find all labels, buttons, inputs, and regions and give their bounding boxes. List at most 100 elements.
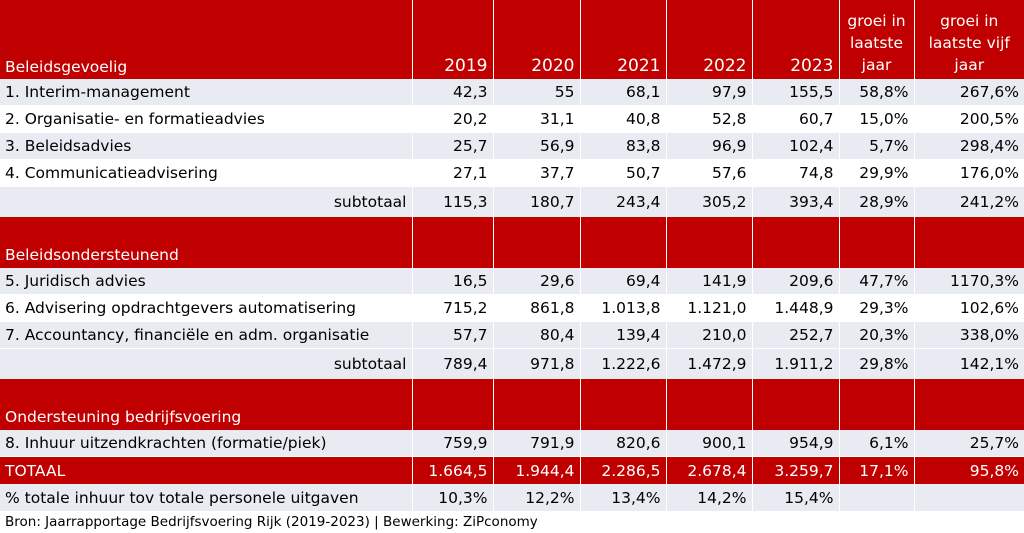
table-row: 1. Interim-management 42,3 55 68,1 97,9 … [0,79,1024,106]
section-title: Beleidsondersteunend [0,217,413,268]
cell: 95,8% [914,456,1024,484]
cell: 338,0% [914,321,1024,349]
cell: 15,0% [839,105,915,133]
cell: 74,8 [752,159,840,187]
subtotal-row: subtotaal 115,3 180,7 243,4 305,2 393,4 … [0,186,1024,217]
header-year: 2022 [666,0,753,79]
cell: 759,9 [412,430,494,457]
cell: 52,8 [666,105,753,133]
cell: 16,5 [412,268,494,295]
cell: 2.678,4 [666,456,753,484]
source-row: Bron: Jaarrapportage Bedrijfsvoering Rij… [0,511,1024,533]
cell: 25,7% [914,430,1024,457]
cell: 83,8 [580,132,667,160]
cell: 6,1% [839,430,915,457]
row-label: 6. Advisering opdrachtgevers automatiser… [0,294,413,322]
header-year: 2019 [412,0,494,79]
cell: 56,9 [493,132,581,160]
cell: 96,9 [666,132,753,160]
cell: 29,8% [839,348,915,379]
section-header-row: Ondersteuning bedrijfsvoering [0,379,1024,430]
header-label: Beleidsgevoelig [0,0,413,79]
cell: 241,2% [914,186,1024,217]
cell: 209,6 [752,268,840,295]
cell: 298,4% [914,132,1024,160]
row-label: 4. Communicatieadvisering [0,159,413,187]
cell: 791,9 [493,430,581,457]
cell: 27,1 [412,159,494,187]
cell: 14,2% [666,484,753,511]
cell: 305,2 [666,186,753,217]
cell: 69,4 [580,268,667,295]
cell: 1.911,2 [752,348,840,379]
cell: 861,8 [493,294,581,322]
cell: 1.472,9 [666,348,753,379]
cell: 50,7 [580,159,667,187]
cell: 97,9 [666,79,753,106]
cell: 15,4% [752,484,840,511]
cell: 28,9% [839,186,915,217]
row-label: 8. Inhuur uitzendkrachten (formatie/piek… [0,430,413,457]
table-row: 4. Communicatieadvisering 27,1 37,7 50,7… [0,159,1024,187]
row-label: 2. Organisatie- en formatieadvies [0,105,413,133]
cell: 29,3% [839,294,915,322]
table-row: 2. Organisatie- en formatieadvies 20,2 3… [0,105,1024,133]
cell: 58,8% [839,79,915,106]
cell: 900,1 [666,430,753,457]
cell: 37,7 [493,159,581,187]
row-label: 3. Beleidsadvies [0,132,413,160]
cell: 1.013,8 [580,294,667,322]
cell: 1.121,0 [666,294,753,322]
cell: 141,9 [666,268,753,295]
cell: 200,5% [914,105,1024,133]
cell: 20,3% [839,321,915,349]
cell: 80,4 [493,321,581,349]
cell: 176,0% [914,159,1024,187]
total-label: TOTAAL [0,456,413,484]
cell: 3.259,7 [752,456,840,484]
total-row: TOTAAL 1.664,5 1.944,4 2.286,5 2.678,4 3… [0,456,1024,484]
percentage-row: % totale inhuur tov totale personele uit… [0,484,1024,511]
header-year: 2021 [580,0,667,79]
header-growth-five: groei in laatste vijf jaar [914,0,1024,79]
cell: 954,9 [752,430,840,457]
cell: 12,2% [493,484,581,511]
cell: 57,7 [412,321,494,349]
cell: 47,7% [839,268,915,295]
subtotal-label: subtotaal [0,348,413,379]
cell: 142,1% [914,348,1024,379]
cell: 31,1 [493,105,581,133]
cell: 2.286,5 [580,456,667,484]
percentage-label: % totale inhuur tov totale personele uit… [0,484,413,511]
cell: 1.448,9 [752,294,840,322]
cell: 5,7% [839,132,915,160]
table-row: 6. Advisering opdrachtgevers automatiser… [0,294,1024,322]
header-year: 2020 [493,0,581,79]
header-growth-year: groei in laatste jaar [839,0,915,79]
cell: 40,8 [580,105,667,133]
header-year: 2023 [752,0,840,79]
cell: 102,6% [914,294,1024,322]
cell: 393,4 [752,186,840,217]
cell: 102,4 [752,132,840,160]
cell: 715,2 [412,294,494,322]
cell: 10,3% [412,484,494,511]
cell: 20,2 [412,105,494,133]
header-row: Beleidsgevoelig 2019 2020 2021 2022 2023… [0,0,1024,79]
cell: 68,1 [580,79,667,106]
cell: 29,9% [839,159,915,187]
cell: 971,8 [493,348,581,379]
cell: 17,1% [839,456,915,484]
cell: 57,6 [666,159,753,187]
subtotal-row: subtotaal 789,4 971,8 1.222,6 1.472,9 1.… [0,348,1024,379]
cell: 155,5 [752,79,840,106]
cell: 13,4% [580,484,667,511]
cell: 60,7 [752,105,840,133]
row-label: 5. Juridisch advies [0,268,413,295]
table-row: 7. Accountancy, financiële en adm. organ… [0,321,1024,349]
cell: 1.222,6 [580,348,667,379]
row-label: 7. Accountancy, financiële en adm. organ… [0,321,413,349]
table-row: 3. Beleidsadvies 25,7 56,9 83,8 96,9 102… [0,132,1024,160]
cell: 252,7 [752,321,840,349]
